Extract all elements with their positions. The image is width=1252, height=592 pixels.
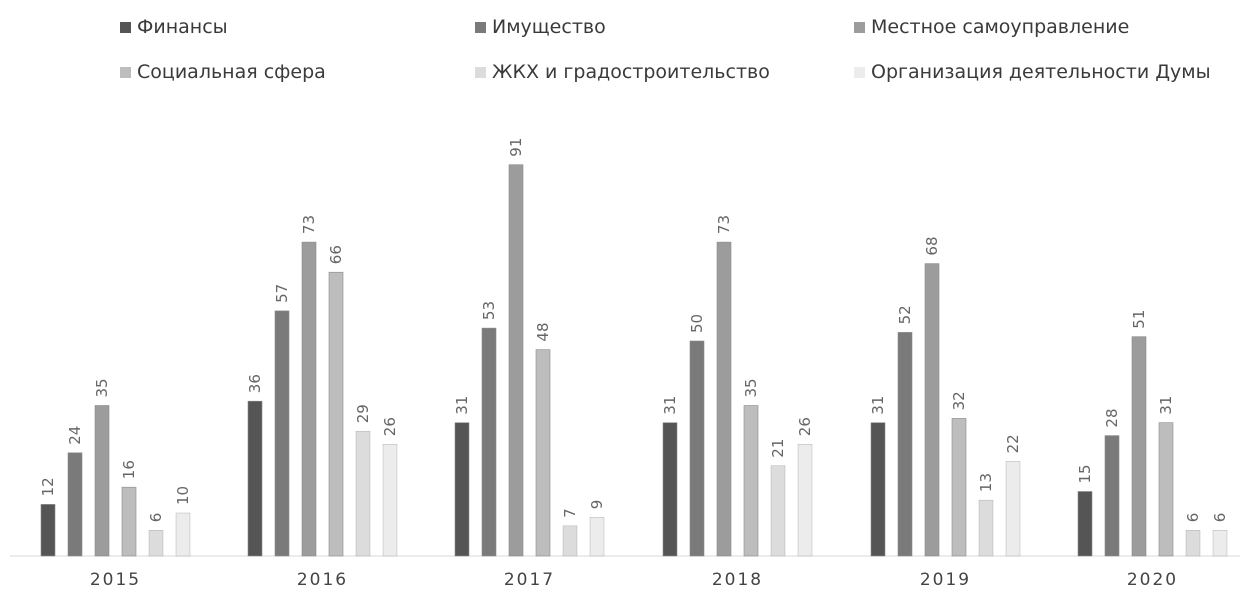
bar — [535, 349, 551, 557]
data-label: 15 — [1076, 464, 1094, 483]
data-label: 9 — [588, 500, 606, 510]
data-label: 6 — [1184, 513, 1202, 523]
data-label: 29 — [354, 404, 372, 423]
x-tick-label: 2016 — [297, 570, 348, 590]
data-label: 57 — [273, 284, 291, 303]
data-label: 66 — [327, 245, 345, 264]
data-label: 26 — [796, 417, 814, 436]
bar — [94, 405, 110, 557]
data-label: 6 — [147, 513, 165, 523]
legend-item-housing: ЖКХ и градостроительство — [475, 61, 770, 83]
bar — [743, 405, 759, 557]
legend-swatch — [475, 66, 486, 78]
bar — [924, 263, 940, 557]
legend-item-finance: Финансы — [120, 16, 228, 38]
bar — [121, 486, 137, 557]
bar — [301, 241, 317, 557]
legend-label: Финансы — [137, 16, 228, 38]
bar — [689, 340, 705, 557]
data-label: 51 — [1130, 310, 1148, 329]
legend-item-local-government: Местное самоуправление — [854, 16, 1129, 38]
data-label: 22 — [1004, 434, 1022, 453]
legend-swatch — [854, 21, 865, 33]
legend-item-duma-organization: Организация деятельности Думы — [854, 61, 1211, 83]
bar — [1185, 530, 1201, 557]
data-label: 91 — [507, 138, 525, 157]
data-label: 50 — [688, 314, 706, 333]
legend-swatch — [120, 21, 131, 33]
bar — [1212, 530, 1228, 557]
bar — [1158, 422, 1174, 557]
legend-item-property: Имущество — [475, 16, 606, 38]
legend-swatch — [475, 21, 486, 33]
data-label: 21 — [769, 439, 787, 458]
bar — [481, 327, 497, 557]
legend: Финансы Имущество Местное самоуправление… — [0, 0, 1252, 100]
x-tick-label: 2018 — [712, 570, 763, 590]
legend-label: Организация деятельности Думы — [871, 61, 1211, 83]
data-label: 52 — [896, 305, 914, 324]
x-tick-label: 2020 — [1127, 570, 1178, 590]
bar — [978, 499, 994, 557]
data-label: 13 — [977, 473, 995, 492]
legend-item-social-sphere: Социальная сфера — [120, 61, 326, 83]
bar — [247, 400, 263, 557]
bar — [562, 525, 578, 557]
bar — [67, 452, 83, 557]
data-label: 10 — [174, 486, 192, 505]
data-label: 16 — [120, 460, 138, 479]
data-label: 24 — [66, 426, 84, 445]
data-label: 68 — [923, 237, 941, 256]
bar — [1077, 491, 1093, 557]
data-label: 12 — [39, 477, 57, 496]
bar — [355, 431, 371, 557]
data-label: 73 — [300, 215, 318, 234]
x-tick-label: 2015 — [90, 570, 141, 590]
bar — [382, 444, 398, 557]
bar — [716, 241, 732, 557]
bar — [148, 530, 164, 557]
bar — [662, 422, 678, 557]
bar — [951, 418, 967, 557]
bar — [40, 504, 56, 557]
data-label: 6 — [1211, 513, 1229, 523]
bar — [175, 512, 191, 557]
legend-swatch — [120, 66, 131, 78]
bar — [797, 444, 813, 557]
legend-label: Имущество — [492, 16, 606, 38]
data-label: 31 — [1157, 396, 1175, 415]
bar — [508, 164, 524, 557]
data-label: 36 — [246, 374, 264, 393]
legend-label: Социальная сфера — [137, 61, 326, 83]
bar — [1131, 336, 1147, 557]
data-label: 53 — [480, 301, 498, 320]
x-tick-label: 2019 — [920, 570, 971, 590]
legend-label: ЖКХ и градостроительство — [492, 61, 770, 83]
bar — [870, 422, 886, 557]
bar — [589, 517, 605, 557]
x-tick-label: 2017 — [504, 570, 555, 590]
data-label: 31 — [661, 396, 679, 415]
data-label: 73 — [715, 215, 733, 234]
data-label: 35 — [93, 378, 111, 397]
bar — [897, 332, 913, 557]
bar — [1104, 435, 1120, 557]
bar — [454, 422, 470, 557]
legend-label: Местное самоуправление — [871, 16, 1130, 38]
data-label: 26 — [381, 417, 399, 436]
bar — [274, 310, 290, 557]
data-label: 35 — [742, 378, 760, 397]
bar — [1005, 461, 1021, 557]
bar — [770, 465, 786, 557]
data-label: 31 — [453, 396, 471, 415]
data-label: 31 — [869, 396, 887, 415]
data-label: 32 — [950, 391, 968, 410]
bar — [328, 271, 344, 557]
data-label: 28 — [1103, 409, 1121, 428]
legend-swatch — [854, 66, 865, 78]
data-label: 7 — [561, 508, 579, 518]
data-label: 48 — [534, 323, 552, 342]
